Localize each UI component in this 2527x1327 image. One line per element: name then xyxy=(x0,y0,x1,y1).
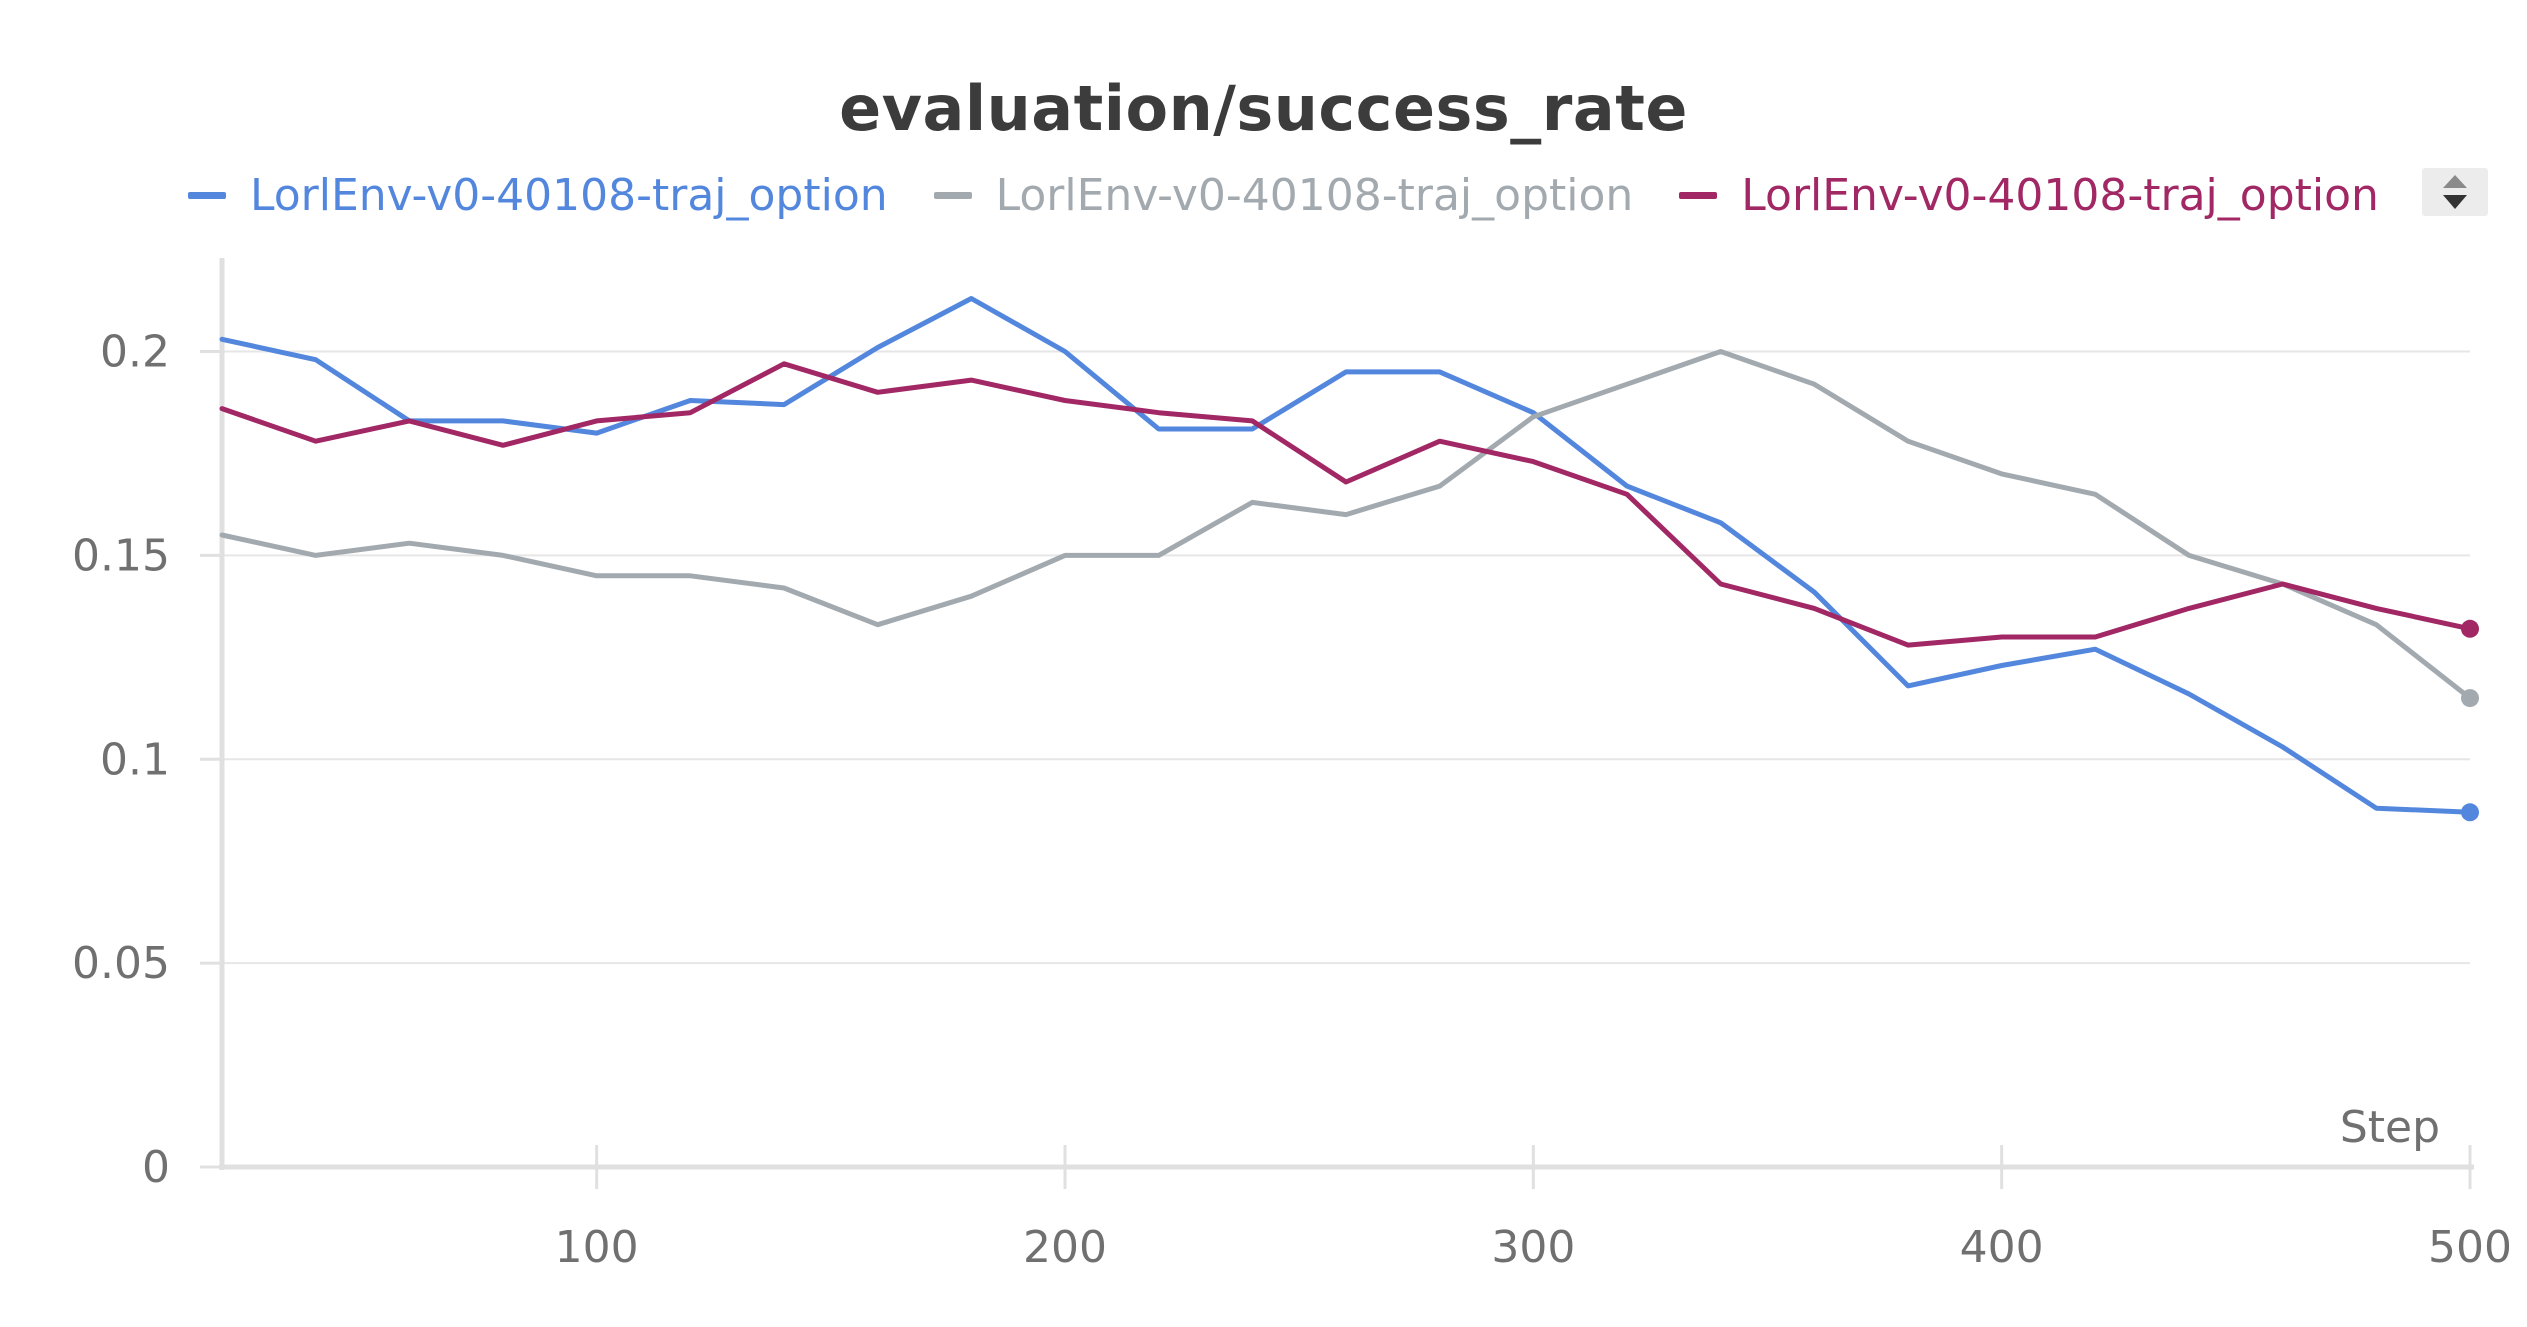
y-tick-label: 0 xyxy=(142,1142,170,1193)
series-endpoint-3 xyxy=(2461,619,2479,638)
x-tick-label: 400 xyxy=(1960,1222,2044,1273)
y-tick-label: 0.1 xyxy=(100,734,170,785)
y-tick-label: 0.15 xyxy=(72,530,170,581)
legend-swatch xyxy=(933,191,972,199)
x-tick-label: 200 xyxy=(1023,1222,1107,1273)
legend-label: LorlEnv-v0-40108-traj_option xyxy=(995,169,1634,221)
x-tick-label: 100 xyxy=(555,1222,639,1273)
scroll-up-icon xyxy=(2443,175,2467,188)
x-tick-label: 500 xyxy=(2428,1222,2512,1273)
x-axis-label: Step xyxy=(2340,1102,2440,1153)
legend-item-series-3[interactable]: LorlEnv-v0-40108-traj_option xyxy=(1679,170,2379,221)
chart-title: evaluation/success_rate xyxy=(839,72,1688,145)
series-line-2 xyxy=(219,349,2473,701)
scroll-down-icon xyxy=(2443,195,2467,209)
series-line-1 xyxy=(219,296,2473,815)
legend-swatch xyxy=(1679,191,1718,199)
legend-item-series-2[interactable]: LorlEnv-v0-40108-traj_option xyxy=(933,169,1634,221)
legend-label: LorlEnv-v0-40108-traj_option xyxy=(250,169,888,221)
legend-scroll-button[interactable] xyxy=(2422,168,2488,216)
legend-swatch xyxy=(188,191,226,199)
series-endpoint-1 xyxy=(2461,803,2479,822)
series-line-3 xyxy=(219,361,2473,648)
legend-item-series-1[interactable]: LorlEnv-v0-40108-traj_option xyxy=(188,170,888,221)
legend: LorlEnv-v0-40108-traj_option LorlEnv-v0-… xyxy=(188,165,2425,225)
y-tick-label: 0.2 xyxy=(100,327,170,378)
y-tick-label: 0.05 xyxy=(72,938,170,989)
legend-label: LorlEnv-v0-40108-traj_option xyxy=(1741,169,2379,221)
x-tick-label: 300 xyxy=(1491,1222,1575,1273)
series-endpoint-2 xyxy=(2461,689,2479,708)
